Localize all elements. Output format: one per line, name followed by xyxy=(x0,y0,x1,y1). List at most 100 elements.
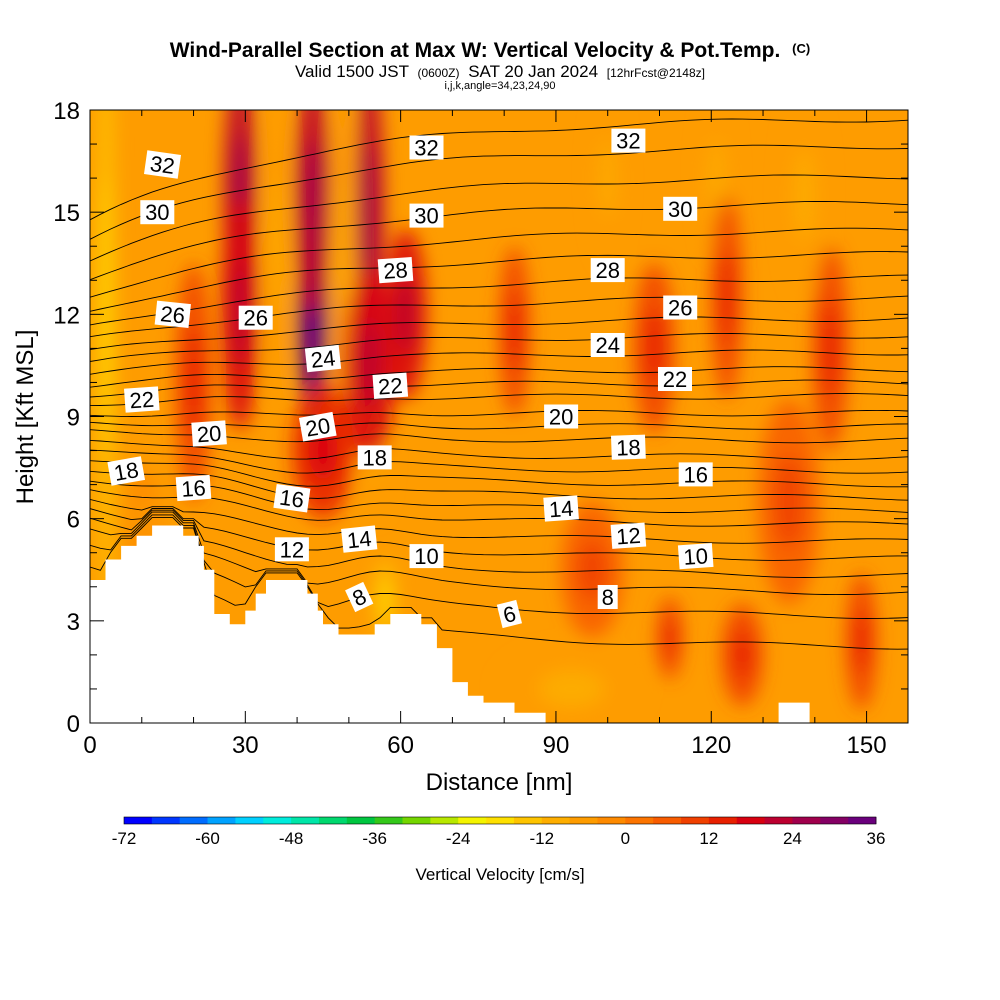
colorbar-segment xyxy=(653,817,682,824)
isentrope-label-text: 16 xyxy=(278,485,306,513)
isentrope-label-text: 18 xyxy=(616,435,641,461)
x-tick-label: 0 xyxy=(83,732,96,759)
isentrope-label-text: 24 xyxy=(595,333,619,358)
colorbar-segment xyxy=(597,817,626,824)
isentrope-label-8: 26 xyxy=(154,300,191,329)
isentrope-label-text: 18 xyxy=(112,457,140,486)
colorbar-segment xyxy=(207,817,236,824)
isentrope-label-bg xyxy=(377,256,414,284)
isentrope-label-bg xyxy=(544,404,579,429)
isentrope-label-text: 30 xyxy=(414,204,438,229)
x-tick-label: 30 xyxy=(232,732,259,759)
isentrope-label-31: 8 xyxy=(345,581,374,613)
chart-title-main: Wind-Parallel Section at Max W: Vertical… xyxy=(170,39,781,62)
downdraft-core-inner-2 xyxy=(339,177,349,316)
colorbar-tick-label: -12 xyxy=(529,829,554,848)
isentrope-label-bg xyxy=(298,411,337,442)
colorbar-segment xyxy=(291,817,320,824)
colorbar: -72 -60 -48 -36 -24 -12 0 12 24 36 xyxy=(112,816,885,848)
colorbar-segment xyxy=(179,817,208,824)
colorbar-segment xyxy=(458,817,487,824)
isentrope-label-text: 22 xyxy=(663,367,687,392)
isentrope-15 xyxy=(90,460,908,488)
colorbar-segment xyxy=(124,817,153,824)
isentrope-label-text: 32 xyxy=(616,129,640,154)
x-tick-label: 150 xyxy=(847,732,887,759)
colorbar-segment xyxy=(263,817,292,824)
chart-subtitle: Valid 1500 JST (0600Z) SAT 20 Jan 2024 [… xyxy=(295,62,705,81)
colorbar-segment xyxy=(848,817,877,824)
isentrope-label-24: 16 xyxy=(678,462,713,487)
isentrope-label-bg xyxy=(409,544,444,569)
isentrope-33 xyxy=(90,144,908,240)
colorbar-tick-label: 12 xyxy=(699,829,718,848)
colorbar-segment xyxy=(541,817,571,824)
updraft-core-inner-12 xyxy=(822,302,839,395)
isentrope-label-text: 22 xyxy=(129,387,155,414)
colorbar-segment xyxy=(235,817,264,824)
updraft-core-inner-16 xyxy=(774,455,803,548)
isentrope-24 xyxy=(90,349,908,375)
colorbar-segment xyxy=(374,817,403,824)
isentrope-label-text: 14 xyxy=(346,526,373,553)
colorbar-segment xyxy=(569,817,598,824)
isentrope-label-7: 28 xyxy=(590,258,625,283)
subtitle-params: i,j,k,angle=34,23,24,90 xyxy=(444,80,555,92)
isentrope-labels: 32 32 32 30 30 30 28 28 26 26 26 24 24 22 22 22 20 20 20 18… xyxy=(107,128,714,629)
x-tick-label: 120 xyxy=(691,732,731,759)
colorbar-segment xyxy=(513,817,543,824)
isentrope-label-bg xyxy=(107,456,146,486)
isentrope-label-bg xyxy=(140,200,175,225)
isentrope-26 xyxy=(90,316,908,351)
isentrope-label-bg xyxy=(678,462,713,487)
updraft-core-inner-14 xyxy=(733,631,752,678)
y-tick-label: 15 xyxy=(53,200,80,227)
isentrope-label-bg xyxy=(409,135,444,160)
isentrope-label-2: 32 xyxy=(611,128,646,154)
y-axis-ticks: 0 3 6 9 12 15 18 xyxy=(53,98,908,738)
y-tick-label: 18 xyxy=(53,98,80,125)
isentrope-label-22: 16 xyxy=(175,474,212,502)
isentrope-label-bg xyxy=(663,196,698,221)
isentrope-label-bg xyxy=(175,474,212,502)
plot-area: 32 32 32 30 30 30 28 28 26 26 26 24 24 22 22 22 20 20 20 18… xyxy=(90,110,908,723)
colorbar-segment xyxy=(764,817,793,824)
isentrope-19 xyxy=(90,421,908,430)
isentrope-30 xyxy=(90,227,908,298)
isentrope-13 xyxy=(90,480,908,513)
downdraft-core-inner-6 xyxy=(600,139,615,217)
isentrope-label-bg xyxy=(238,305,273,330)
isentrope-label-bg xyxy=(610,434,646,460)
isentrope-21 xyxy=(90,393,908,407)
colorbar-segment xyxy=(820,817,849,824)
isentrope-label-text: 24 xyxy=(310,345,337,372)
colorbar-tick-label: -60 xyxy=(195,829,220,848)
isentrope-label-3: 30 xyxy=(140,200,175,225)
colorbar-segment xyxy=(318,817,348,824)
isentrope-label-bg xyxy=(543,495,579,522)
isentrope-label-bg xyxy=(663,295,698,320)
isentrope-label-18: 20 xyxy=(544,404,579,430)
colorbar-segment xyxy=(736,817,765,824)
x-axis-ticks: 0 30 60 90 120 150 xyxy=(83,110,887,759)
x-tick-label: 60 xyxy=(387,732,414,759)
downdraft-core-inner-7 xyxy=(795,149,814,242)
y-tick-label: 9 xyxy=(67,405,80,432)
isentrope-label-bg xyxy=(677,542,714,570)
isentrope-label-bg xyxy=(409,203,444,228)
colorbar-segment xyxy=(792,817,821,824)
isentrope-label-bg xyxy=(597,585,618,609)
isentrope-label-text: 16 xyxy=(683,462,707,487)
subtitle-fcst: [12hrFcst@2148z] xyxy=(607,66,705,80)
subtitle-utc: (0600Z) xyxy=(417,66,459,80)
isentrope-label-text: 12 xyxy=(615,523,641,550)
isentrope-label-text: 26 xyxy=(159,301,186,328)
subtitle-date: SAT 20 Jan 2024 xyxy=(468,62,598,81)
isentrope-label-23: 16 xyxy=(273,483,311,513)
colorbar-segment xyxy=(625,817,654,824)
isentrope-label-bg xyxy=(496,599,523,629)
isentrope-29 xyxy=(90,251,908,312)
isentrope-label-4: 30 xyxy=(409,203,444,229)
isentrope-label-1: 32 xyxy=(409,135,444,161)
